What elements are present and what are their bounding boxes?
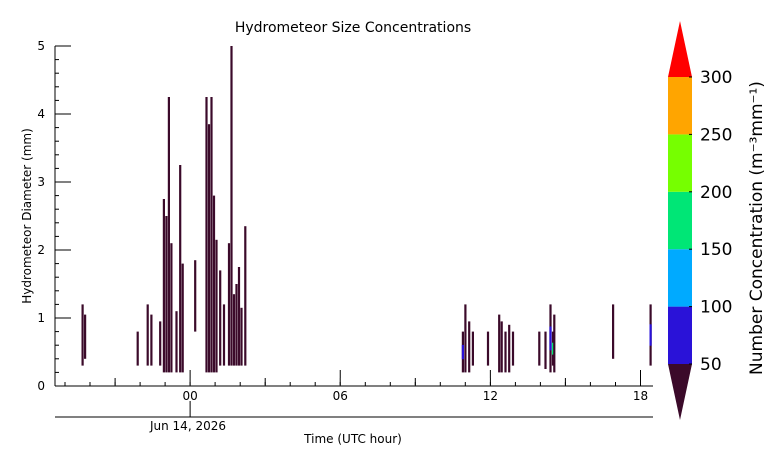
data-bar-4	[150, 314, 153, 366]
data-bar-3	[146, 304, 149, 366]
data-bar-1	[84, 314, 87, 359]
colorbar-tick-label: 50	[700, 355, 722, 375]
y-tick-label: 5	[37, 39, 45, 53]
x-tick-label: 18	[633, 389, 648, 403]
x-axis-label: Time (UTC hour)	[303, 432, 402, 446]
colorbar: 50 100 150 200 250 300	[668, 21, 732, 420]
data-bar-37	[511, 331, 515, 366]
data-bar-2	[136, 331, 139, 366]
data-bar-15	[207, 124, 211, 373]
x-tick-label: 12	[483, 389, 498, 403]
data-bar-34	[500, 321, 503, 373]
data-bar-0	[81, 304, 84, 366]
data-bars	[81, 46, 652, 373]
data-bar-16	[210, 97, 213, 373]
data-bar-31	[471, 331, 474, 366]
data-bar-29	[464, 304, 467, 373]
y-tick-label: 3	[37, 175, 45, 189]
data-bar-14	[205, 97, 208, 373]
data-bar-10	[175, 311, 178, 373]
data-bar-highlight-44	[649, 324, 652, 346]
y-tick-label: 0	[37, 379, 45, 393]
data-bar-20	[222, 304, 226, 366]
colorbar-tick-label: 250	[700, 125, 732, 145]
data-bar-36	[508, 324, 511, 373]
data-bar-27	[244, 226, 247, 366]
data-bar-18	[215, 239, 218, 373]
colorbar-tick-label: 200	[700, 183, 732, 203]
data-bar-42	[553, 314, 556, 373]
data-bar-30	[468, 321, 471, 373]
data-bar-21	[227, 243, 231, 366]
data-bar-11	[179, 165, 182, 373]
data-bar-26	[240, 307, 243, 366]
data-bar-33	[498, 314, 501, 373]
chart-title: Hydrometeor Size Concentrations	[235, 20, 471, 36]
data-bar-23	[232, 294, 236, 366]
colorbar-tick-label: 100	[700, 298, 732, 318]
x-tick-label: 06	[333, 389, 348, 403]
data-bar-highlight-40	[549, 326, 552, 351]
colorbar-tick-label: 150	[700, 240, 732, 260]
data-bar-38	[538, 331, 541, 366]
colorbar-bin-4	[668, 77, 692, 135]
data-bar-highlight-41	[551, 342, 555, 355]
x-tick-label: 00	[182, 389, 197, 403]
date-label: Jun 14, 2026	[149, 419, 226, 433]
y-tick-label: 2	[37, 243, 45, 257]
data-bar-9	[170, 243, 173, 373]
colorbar-tick-label: 300	[700, 68, 732, 88]
data-bar-highlight-28	[461, 344, 464, 360]
colorbar-bin-3	[668, 134, 692, 192]
colorbar-over-triangle	[668, 21, 692, 77]
y-tick-label: 1	[37, 311, 45, 325]
data-bar-13	[194, 260, 197, 332]
data-bar-24	[235, 284, 238, 366]
data-bar-25	[237, 267, 241, 366]
data-bar-35	[504, 331, 507, 373]
colorbar-under-triangle	[668, 364, 692, 420]
colorbar-bin-0	[668, 306, 692, 364]
data-bar-5	[159, 321, 162, 366]
data-bar-19	[219, 270, 222, 366]
data-bar-7	[165, 216, 168, 373]
colorbar-label: Number Concentration (m⁻³mm⁻¹)	[747, 81, 767, 375]
data-bar-32	[486, 331, 490, 366]
data-bar-6	[162, 199, 165, 373]
y-axis-label: Hydrometeor Diameter (mm)	[20, 128, 34, 304]
data-bar-8	[167, 97, 170, 373]
colorbar-bin-1	[668, 249, 692, 307]
data-bar-43	[612, 304, 615, 359]
data-bar-12	[181, 263, 184, 373]
data-bar-22	[230, 46, 233, 366]
y-tick-label: 4	[37, 107, 45, 121]
data-bar-39	[544, 331, 547, 369]
data-bar-17	[212, 195, 216, 373]
colorbar-bin-2	[668, 191, 692, 250]
